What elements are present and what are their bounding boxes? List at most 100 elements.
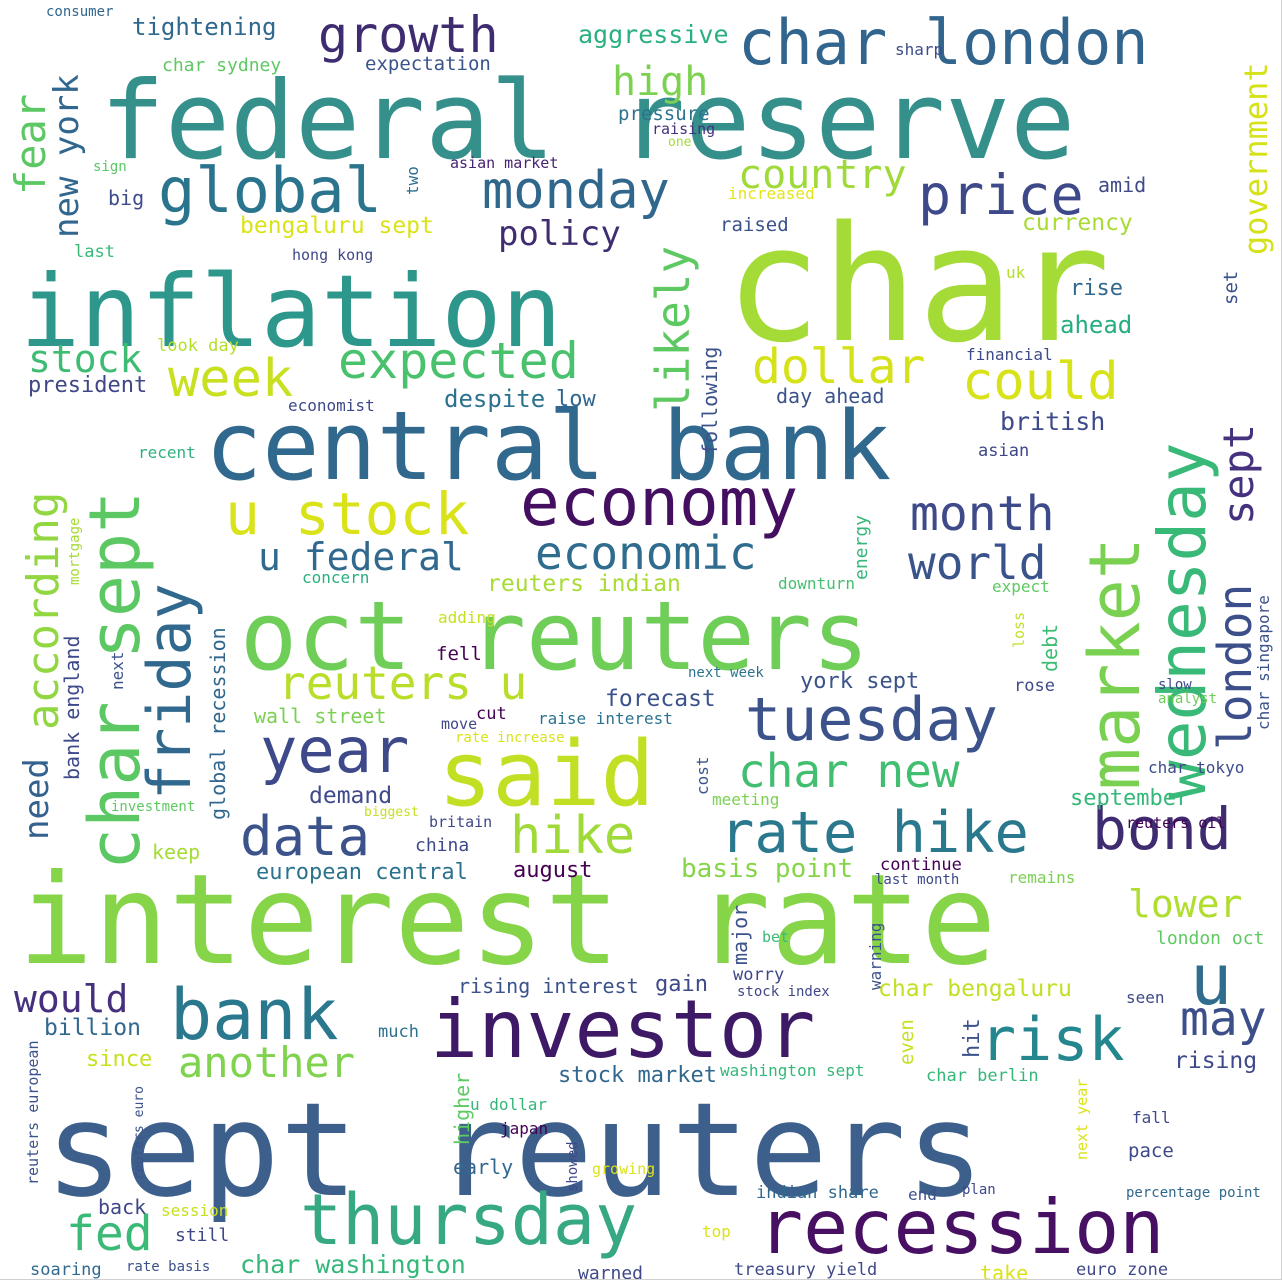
word: hike bbox=[510, 806, 636, 866]
word: end bbox=[908, 1185, 937, 1204]
word: energy bbox=[851, 514, 872, 580]
word: char london bbox=[738, 6, 1149, 79]
word: friday bbox=[135, 583, 205, 800]
word: economic bbox=[535, 526, 757, 580]
word: debt bbox=[1038, 623, 1062, 672]
word: growth bbox=[318, 6, 499, 64]
word: economy bbox=[520, 464, 799, 541]
word: still bbox=[175, 1225, 230, 1246]
word: adding bbox=[438, 608, 496, 627]
word: growing bbox=[592, 1160, 656, 1178]
word: despite bbox=[444, 385, 546, 413]
word: u bbox=[1190, 939, 1233, 1021]
word: concern bbox=[302, 568, 370, 587]
word: pace bbox=[1128, 1140, 1174, 1162]
word: asian market bbox=[450, 154, 559, 172]
word: recent bbox=[138, 443, 196, 462]
word: stock index bbox=[737, 984, 830, 1000]
word: tightening bbox=[132, 13, 277, 41]
word: financial bbox=[966, 345, 1053, 364]
word: britain bbox=[429, 813, 493, 831]
word: raise interest bbox=[538, 709, 673, 728]
word: session bbox=[161, 1201, 229, 1220]
word: u dollar bbox=[470, 1095, 548, 1114]
word: ahead bbox=[1060, 311, 1133, 339]
word: economist bbox=[288, 396, 375, 415]
word: char berlin bbox=[926, 1066, 1039, 1086]
word: rise bbox=[1070, 276, 1123, 301]
word: increased bbox=[728, 184, 815, 203]
word: rising interest bbox=[458, 974, 639, 998]
word: mortgage bbox=[67, 517, 83, 585]
word: even bbox=[896, 1019, 918, 1065]
word: downturn bbox=[778, 574, 856, 593]
word: likely bbox=[646, 245, 700, 412]
word: treasury yield bbox=[734, 1260, 878, 1280]
word: asian bbox=[978, 441, 1030, 461]
word: cut bbox=[476, 704, 507, 724]
word: president bbox=[28, 373, 148, 398]
word: fell bbox=[436, 643, 482, 665]
word: bank england bbox=[60, 635, 84, 781]
word: worry bbox=[733, 965, 785, 985]
word: sept bbox=[1214, 423, 1263, 525]
word: showed bbox=[565, 1141, 581, 1192]
word: recession bbox=[758, 1183, 1165, 1271]
word: consumer bbox=[46, 4, 114, 20]
word: two bbox=[403, 166, 422, 195]
word: british bbox=[1000, 407, 1106, 436]
word: japan bbox=[500, 1119, 549, 1138]
word: high bbox=[612, 59, 709, 105]
word: char bbox=[725, 191, 1111, 378]
word: next bbox=[108, 651, 127, 690]
word: data bbox=[240, 805, 371, 868]
word: day ahead bbox=[776, 384, 885, 408]
word: char singapore bbox=[1254, 595, 1273, 730]
word: big bbox=[108, 186, 145, 210]
word: since bbox=[86, 1047, 153, 1072]
word: lower bbox=[1128, 882, 1243, 926]
word: expectation bbox=[365, 53, 491, 75]
word: year bbox=[260, 714, 410, 787]
word: char tokyo bbox=[1148, 758, 1245, 777]
word: wall street bbox=[254, 704, 387, 728]
word: risk bbox=[980, 1005, 1125, 1075]
word: could bbox=[962, 352, 1119, 412]
word: week bbox=[168, 349, 294, 409]
word: said bbox=[438, 722, 655, 827]
word: rate basis bbox=[126, 1259, 211, 1275]
word: amid bbox=[1098, 173, 1147, 197]
word: plan bbox=[962, 1182, 996, 1198]
word: last month bbox=[875, 872, 960, 888]
word: currency bbox=[1022, 210, 1133, 236]
word: remains bbox=[1008, 868, 1076, 887]
word: fear bbox=[6, 93, 55, 195]
word: biggest bbox=[364, 805, 419, 820]
word: london oct bbox=[1156, 928, 1265, 949]
word: rate increase bbox=[455, 730, 565, 746]
word: take bbox=[980, 1261, 1029, 1280]
word: analyst bbox=[1158, 691, 1218, 707]
word: york sept bbox=[800, 669, 920, 694]
word: policy bbox=[498, 214, 621, 254]
word: char washington bbox=[240, 1250, 466, 1279]
word: reuters european bbox=[24, 1040, 42, 1186]
word: last bbox=[74, 242, 115, 262]
word: char bengaluru bbox=[878, 976, 1072, 1002]
word: one bbox=[668, 135, 692, 150]
word: dollar bbox=[752, 339, 926, 395]
word: may bbox=[1180, 991, 1267, 1047]
word: u federal bbox=[258, 535, 464, 579]
word: percentage point bbox=[1126, 1185, 1261, 1201]
word: investor bbox=[430, 983, 816, 1076]
word: expected bbox=[338, 332, 579, 390]
word: slow bbox=[1158, 677, 1192, 693]
word: early bbox=[453, 1155, 514, 1179]
word: tuesday bbox=[745, 685, 998, 755]
word: uk bbox=[1006, 263, 1026, 282]
word: expect bbox=[992, 577, 1050, 596]
word: rate hike bbox=[720, 800, 1029, 866]
word: pressure bbox=[618, 103, 710, 125]
word: billion bbox=[44, 1015, 141, 1041]
word: char sydney bbox=[162, 55, 282, 76]
